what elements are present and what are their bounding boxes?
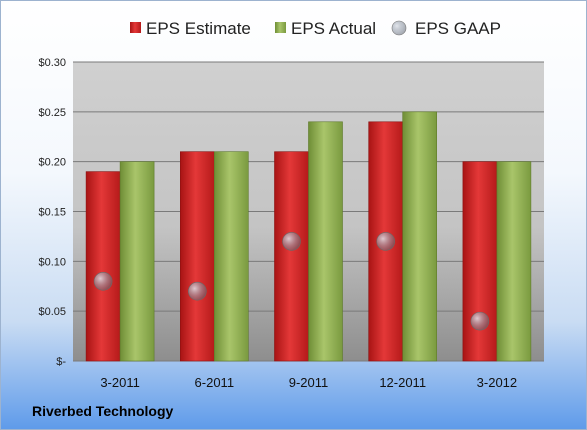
- legend-swatch-eps-estimate: [130, 22, 141, 33]
- y-tick-label: $-: [56, 356, 66, 368]
- legend-marker-eps-gaap: [391, 20, 407, 36]
- eps-gaap-marker: [188, 281, 207, 301]
- eps-actual-bar: [119, 161, 155, 362]
- legend-label-eps-actual: EPS Actual: [291, 19, 376, 38]
- eps-estimate-bar: [274, 151, 309, 362]
- eps-actual-bar: [214, 151, 249, 362]
- y-axis-ticks: $- $0.05 $0.10 $0.15 $0.20 $0.25 $0.30: [38, 57, 66, 368]
- x-category-label: 3-2012: [477, 375, 517, 390]
- eps-actual-bar: [402, 111, 438, 362]
- legend-label-eps-gaap: EPS GAAP: [415, 19, 501, 38]
- y-tick-label: $0.20: [38, 157, 66, 169]
- eps-estimate-bar: [180, 151, 215, 362]
- x-category-label: 9-2011: [289, 375, 329, 390]
- gaap-markers: [93, 232, 490, 331]
- legend: EPS Estimate EPS Actual EPS GAAP: [130, 19, 501, 38]
- x-category-label: 6-2011: [195, 375, 235, 390]
- eps-gaap-marker: [282, 232, 301, 251]
- y-tick-label: $0.15: [38, 207, 66, 219]
- eps-estimate-bar: [85, 171, 121, 362]
- x-category-label: 3-2011: [100, 375, 140, 390]
- y-tick-label: $0.30: [38, 57, 66, 69]
- legend-swatch-eps-actual: [275, 22, 286, 33]
- legend-label-eps-estimate: EPS Estimate: [146, 19, 251, 38]
- eps-gaap-marker: [470, 311, 490, 331]
- eps-gaap-marker: [93, 271, 113, 291]
- company-name: Riverbed Technology: [32, 403, 174, 419]
- bars: [85, 111, 532, 362]
- eps-actual-bar: [308, 121, 343, 362]
- y-tick-label: $0.10: [38, 256, 66, 268]
- eps-estimate-bar: [462, 161, 498, 362]
- eps-gaap-marker: [376, 232, 396, 251]
- eps-actual-bar: [496, 161, 532, 362]
- x-category-label: 12-2011: [379, 375, 426, 390]
- x-axis-categories: 3-2011 6-2011 9-2011 12-2011 3-2012: [100, 375, 517, 390]
- y-tick-label: $0.25: [38, 107, 66, 119]
- y-tick-label: $0.05: [38, 306, 66, 318]
